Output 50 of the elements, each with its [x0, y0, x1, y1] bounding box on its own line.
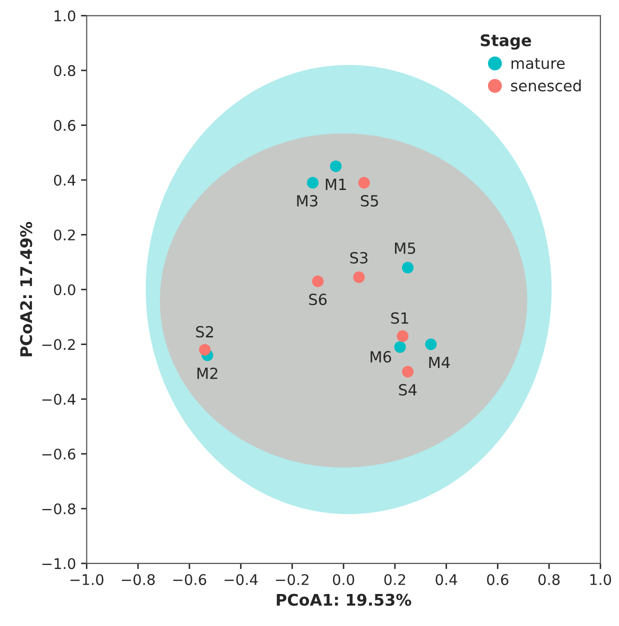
point	[402, 366, 414, 378]
point	[402, 262, 414, 274]
x-tick-label: 0.2	[384, 574, 406, 586]
annotation: S6	[309, 294, 327, 306]
annotation: S2	[196, 326, 214, 338]
x-tick-label: −0.6	[173, 574, 206, 586]
annotation: S1	[391, 312, 408, 324]
point	[312, 276, 324, 288]
point	[394, 341, 406, 353]
x-tick-label: −0.4	[224, 574, 258, 586]
annotation: M6	[370, 351, 392, 363]
point	[306, 176, 319, 189]
legend-label: senesced	[511, 80, 581, 92]
x-tick-label: 1.0	[590, 574, 612, 586]
y-tick-label: −0.2	[42, 339, 75, 350]
point	[353, 271, 365, 284]
annotation: M5	[395, 242, 416, 254]
y-tick-label: 0.2	[54, 229, 75, 240]
y-axis-title: PCoA2: 17.49%	[20, 222, 32, 356]
point	[425, 338, 437, 350]
x-tick-label: 0.0	[332, 574, 354, 586]
y-tick-label: 0.6	[54, 120, 76, 131]
annotation: M3	[297, 195, 318, 207]
legend-label: mature	[512, 58, 565, 70]
y-tick-label: 0.8	[54, 65, 76, 76]
y-tick-label: −0.4	[42, 394, 76, 405]
y-tick-label: 1.0	[54, 10, 76, 22]
y-tick-label: 0.4	[54, 174, 76, 186]
x-tick-label: 0.4	[436, 574, 458, 586]
point	[396, 330, 408, 342]
y-tick-label: −1.0	[42, 558, 76, 570]
annotation: M1	[326, 178, 346, 190]
annotation: S5	[360, 195, 378, 207]
annotation: M2	[197, 368, 218, 379]
y-tick-label: −0.6	[42, 448, 76, 460]
y-tick-label: −0.8	[42, 503, 76, 514]
x-tick-label: −0.2	[276, 574, 308, 586]
x-axis-title: PCoA1: 19.53%	[276, 594, 412, 606]
x-tick-label: 0.8	[538, 574, 560, 586]
annotation: M4	[429, 356, 450, 368]
x-tick-label: −1.0	[70, 574, 104, 586]
x-tick-label: 0.6	[487, 574, 508, 586]
point	[199, 344, 211, 356]
y-tick-label: 0.0	[54, 284, 76, 296]
annotation: S4	[399, 384, 417, 396]
legend-title: Stage	[480, 34, 532, 50]
annotation: S3	[350, 252, 368, 264]
point	[358, 176, 370, 189]
point	[330, 160, 342, 172]
x-tick-label: −0.8	[122, 574, 155, 586]
